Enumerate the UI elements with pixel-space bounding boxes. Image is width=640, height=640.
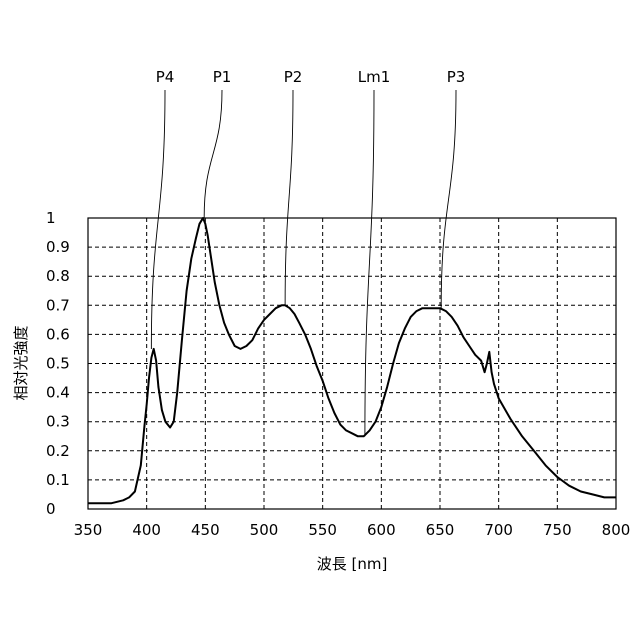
y-tick-label: 0.4 — [46, 384, 70, 402]
spectrum-series-line — [88, 218, 616, 503]
x-axis-label: 波長 [nm] — [317, 555, 388, 573]
peak-leader-line — [441, 90, 456, 308]
x-tick-label: 500 — [250, 521, 279, 539]
y-tick-label: 0.5 — [46, 355, 70, 373]
peak-label: P2 — [284, 68, 303, 86]
y-tick-label: 0.2 — [46, 442, 70, 460]
y-tick-label: 1 — [46, 209, 56, 227]
peak-leader-line — [365, 90, 374, 436]
y-tick-label: 0.9 — [46, 238, 70, 256]
y-tick-label: 0.6 — [46, 325, 70, 343]
x-tick-label: 600 — [367, 521, 396, 539]
y-tick-label: 0.3 — [46, 413, 70, 431]
x-tick-label: 800 — [602, 521, 631, 539]
x-tick-label: 650 — [426, 521, 455, 539]
peak-leader-line — [204, 90, 222, 218]
x-tick-label: 550 — [308, 521, 337, 539]
x-tick-label: 700 — [484, 521, 513, 539]
y-axis-label: 相対光強度 — [12, 325, 30, 400]
x-tick-label: 750 — [543, 521, 572, 539]
peak-annotations: P4 P1 P2 Lm1 P3 — [151, 68, 465, 436]
x-tick-label: 400 — [132, 521, 161, 539]
x-tick-label: 350 — [74, 521, 103, 539]
y-tick-label: 0 — [46, 500, 56, 518]
y-tick-label: 0.1 — [46, 471, 70, 489]
x-tick-label: 450 — [191, 521, 220, 539]
y-tick-label: 0.7 — [46, 296, 70, 314]
peak-label: P4 — [156, 68, 175, 86]
peak-label: Lm1 — [358, 68, 391, 86]
peak-leader-line — [285, 90, 293, 305]
peak-label: P3 — [447, 68, 466, 86]
y-tick-label: 0.8 — [46, 267, 70, 285]
grid — [88, 218, 616, 509]
y-tick-labels: 0 0.1 0.2 0.3 0.4 0.5 0.6 0.7 0.8 0.9 1 — [46, 209, 70, 518]
x-tick-labels: 350 400 450 500 550 600 650 700 750 800 — [74, 521, 631, 539]
peak-label: P1 — [213, 68, 232, 86]
peak-leader-line — [151, 90, 165, 349]
